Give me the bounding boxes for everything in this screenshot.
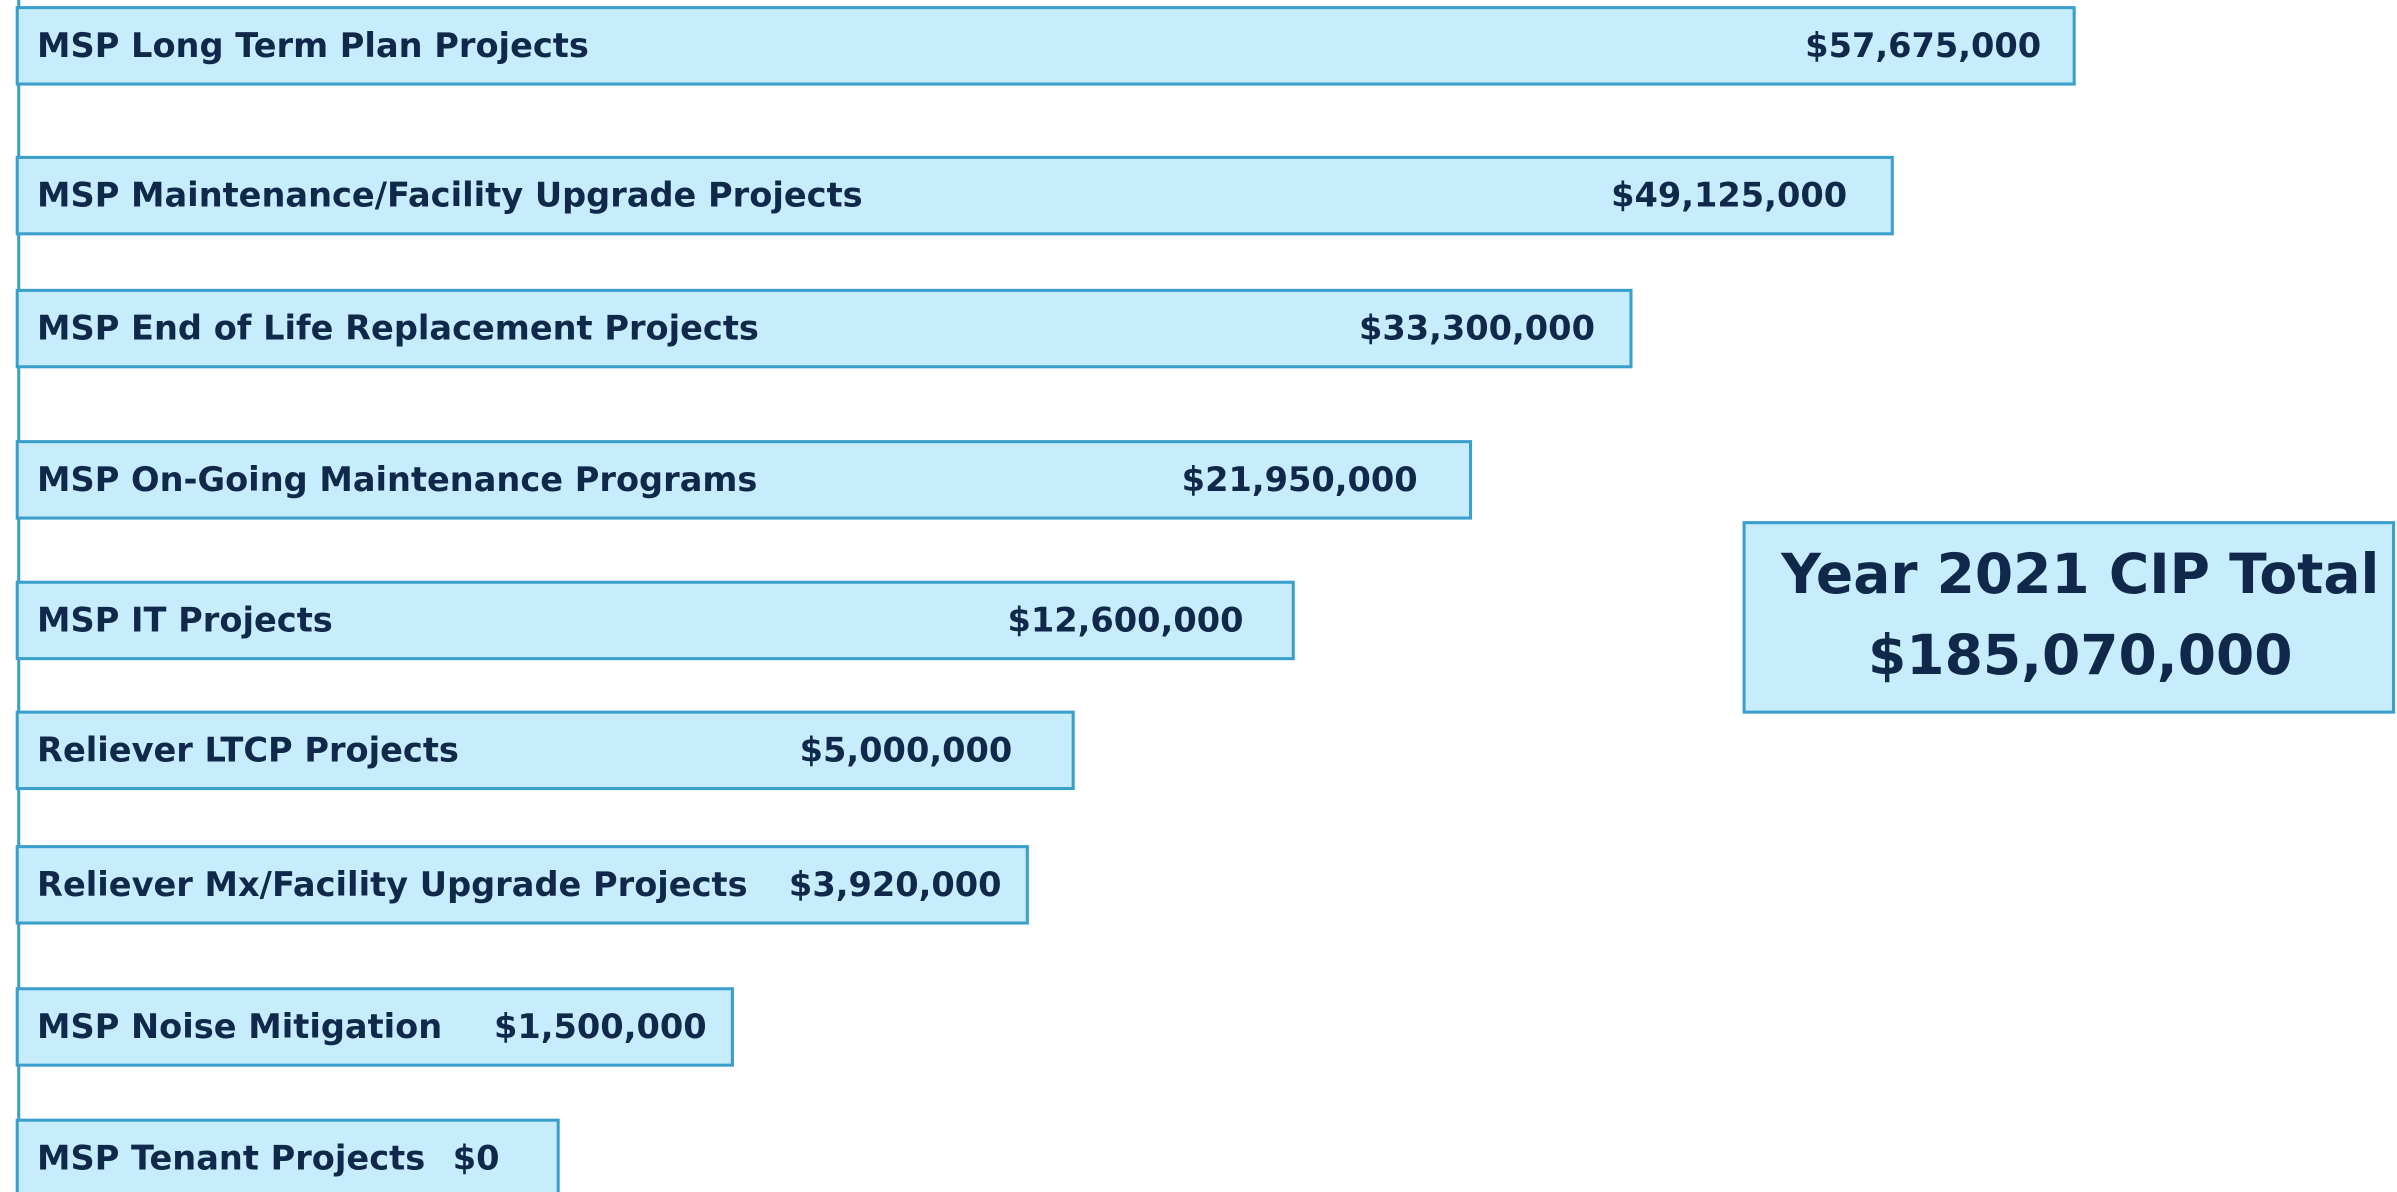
total-box	[1742, 521, 2396, 714]
item-box	[15, 440, 1473, 520]
item-amount: $12,600,000	[1007, 600, 1243, 639]
item-label: Reliever Mx/Facility Upgrade Projects	[37, 865, 748, 904]
item-box	[15, 987, 734, 1067]
item-amount: $3,920,000	[789, 865, 1002, 904]
item-label: MSP Noise Mitigation	[37, 1007, 442, 1046]
item-label: MSP End of Life Replacement Projects	[37, 309, 759, 348]
item-box	[15, 155, 1894, 236]
item-amount: $57,675,000	[1805, 26, 2041, 65]
item-amount: $5,000,000	[800, 730, 1013, 769]
item-amount: $0	[453, 1138, 500, 1177]
total-title: Year 2021 CIP Total	[1780, 542, 2379, 606]
total-amount: $185,070,000	[1868, 623, 2292, 687]
item-box	[15, 845, 1029, 925]
item-label: MSP IT Projects	[37, 600, 333, 639]
item-label: MSP Maintenance/Facility Upgrade Project…	[37, 176, 863, 215]
item-label: MSP On-Going Maintenance Programs	[37, 460, 757, 499]
item-amount: $33,300,000	[1359, 309, 1595, 348]
item-amount: $49,125,000	[1611, 176, 1847, 215]
item-label: MSP Tenant Projects	[37, 1138, 425, 1177]
item-box	[15, 288, 1633, 369]
item-box	[15, 6, 2076, 86]
item-label: MSP Long Term Plan Projects	[37, 26, 589, 65]
item-label: Reliever LTCP Projects	[37, 730, 459, 769]
item-amount: $1,500,000	[494, 1007, 707, 1046]
item-box	[15, 710, 1075, 791]
item-box	[15, 580, 1295, 661]
item-box	[15, 1118, 560, 1192]
item-amount: $21,950,000	[1182, 460, 1418, 499]
